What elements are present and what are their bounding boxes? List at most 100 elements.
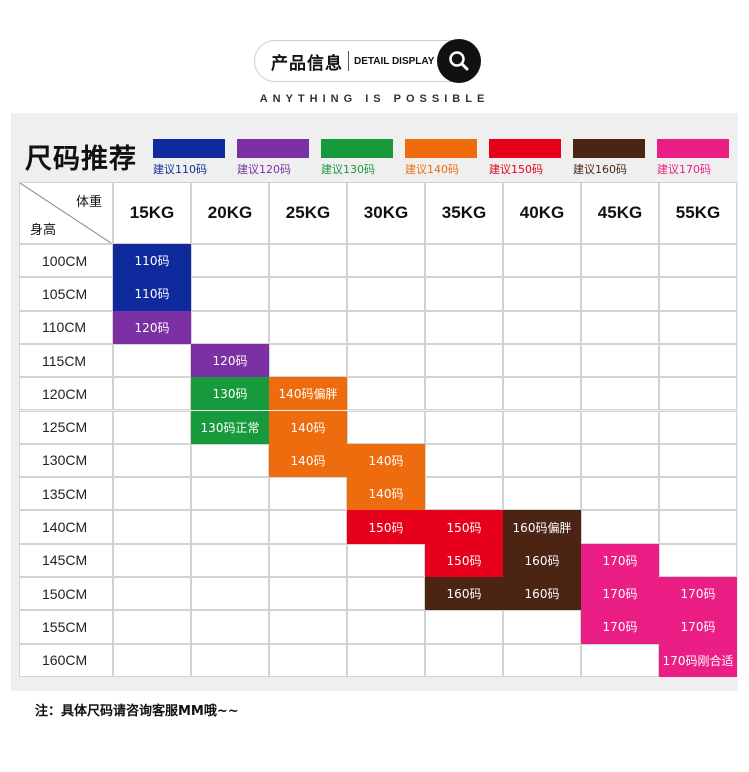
- empty-cell: [503, 310, 581, 344]
- size-cell: 140码: [347, 443, 425, 478]
- empty-cell: [425, 443, 503, 478]
- chart-title: 尺码推荐: [25, 144, 137, 175]
- empty-cell: [113, 610, 191, 644]
- size-cell: 170码: [581, 577, 659, 611]
- size-cell: 110码: [113, 277, 191, 311]
- empty-cell: [425, 277, 503, 311]
- legend-label: 建议140码: [405, 163, 459, 176]
- empty-cell: [113, 343, 191, 378]
- empty-cell: [503, 277, 581, 311]
- empty-cell: [503, 343, 581, 378]
- height-label: 120CM: [19, 377, 113, 411]
- height-label: 155CM: [19, 610, 113, 644]
- size-cell: 110码: [113, 244, 191, 278]
- empty-cell: [581, 343, 659, 378]
- empty-cell: [503, 377, 581, 411]
- legend-item: 建议120码: [237, 139, 309, 177]
- height-label: 135CM: [19, 477, 113, 511]
- empty-cell: [191, 477, 269, 511]
- empty-cell: [191, 543, 269, 577]
- size-cell: 170码: [581, 543, 659, 577]
- empty-cell: [113, 643, 191, 677]
- empty-cell: [425, 643, 503, 677]
- legend-swatch: [405, 139, 477, 158]
- legend-item: 建议150码: [489, 139, 561, 177]
- size-cell: 140码: [269, 443, 347, 478]
- height-label: 125CM: [19, 410, 113, 444]
- empty-cell: [659, 510, 737, 544]
- empty-cell: [425, 377, 503, 411]
- weight-header: 40KG: [503, 182, 581, 244]
- empty-cell: [347, 543, 425, 577]
- empty-cell: [347, 577, 425, 611]
- size-cell: 120码: [113, 310, 191, 344]
- height-label: 130CM: [19, 443, 113, 478]
- empty-cell: [503, 643, 581, 677]
- empty-cell: [659, 244, 737, 278]
- legend-swatch: [657, 139, 729, 158]
- empty-cell: [347, 244, 425, 278]
- size-cell: 140码: [269, 410, 347, 444]
- empty-cell: [659, 377, 737, 411]
- legend-label: 建议120码: [237, 163, 291, 176]
- empty-cell: [113, 543, 191, 577]
- empty-cell: [269, 277, 347, 311]
- empty-cell: [269, 510, 347, 544]
- empty-cell: [425, 477, 503, 511]
- corner-header: 体重身高: [19, 182, 113, 244]
- size-cell: 160码: [503, 543, 581, 577]
- empty-cell: [581, 277, 659, 311]
- empty-cell: [269, 244, 347, 278]
- footnote: 注：具体尺码请咨询客服MM哦~~: [35, 704, 239, 719]
- empty-cell: [425, 244, 503, 278]
- header-title: 产品信息: [271, 53, 343, 74]
- legend-swatch: [573, 139, 645, 158]
- weight-header: 55KG: [659, 182, 737, 244]
- size-cell: 150码: [347, 510, 425, 544]
- size-cell: 130码: [191, 377, 269, 411]
- height-label: 100CM: [19, 244, 113, 278]
- height-label: 115CM: [19, 343, 113, 378]
- size-cell: 120码: [191, 343, 269, 378]
- tagline: ANYTHING IS POSSIBLE: [259, 93, 490, 105]
- corner-height-label: 身高: [30, 223, 57, 238]
- empty-cell: [503, 244, 581, 278]
- size-cell: 140码偏胖: [269, 377, 347, 411]
- search-icon: [437, 39, 481, 83]
- empty-cell: [191, 443, 269, 478]
- empty-cell: [113, 443, 191, 478]
- empty-cell: [113, 410, 191, 444]
- empty-cell: [191, 277, 269, 311]
- empty-cell: [659, 310, 737, 344]
- header-divider: [348, 51, 349, 71]
- legend-label: 建议170码: [657, 163, 711, 176]
- legend-item: 建议140码: [405, 139, 477, 177]
- height-label: 150CM: [19, 577, 113, 611]
- empty-cell: [191, 577, 269, 611]
- empty-cell: [269, 310, 347, 344]
- empty-cell: [113, 377, 191, 411]
- height-label: 140CM: [19, 510, 113, 544]
- empty-cell: [581, 510, 659, 544]
- legend-swatch: [237, 139, 309, 158]
- empty-cell: [659, 277, 737, 311]
- empty-cell: [581, 477, 659, 511]
- empty-cell: [191, 310, 269, 344]
- corner-weight-label: 体重: [75, 195, 102, 210]
- legend-swatch: [153, 139, 225, 158]
- legend-label: 建议160码: [573, 163, 627, 176]
- empty-cell: [347, 410, 425, 444]
- size-cell: 160码: [425, 577, 503, 611]
- legend-label: 建议130码: [321, 163, 375, 176]
- legend-swatch: [321, 139, 393, 158]
- legend-swatch: [489, 139, 561, 158]
- empty-cell: [425, 410, 503, 444]
- size-cell: 160码偏胖: [503, 510, 581, 544]
- empty-cell: [347, 643, 425, 677]
- size-cell: 170码: [581, 610, 659, 644]
- height-label: 145CM: [19, 543, 113, 577]
- empty-cell: [347, 277, 425, 311]
- header-pill: 产品信息 DETAIL DISPLAY: [254, 39, 481, 83]
- empty-cell: [269, 610, 347, 644]
- legend-label: 建议150码: [489, 163, 543, 176]
